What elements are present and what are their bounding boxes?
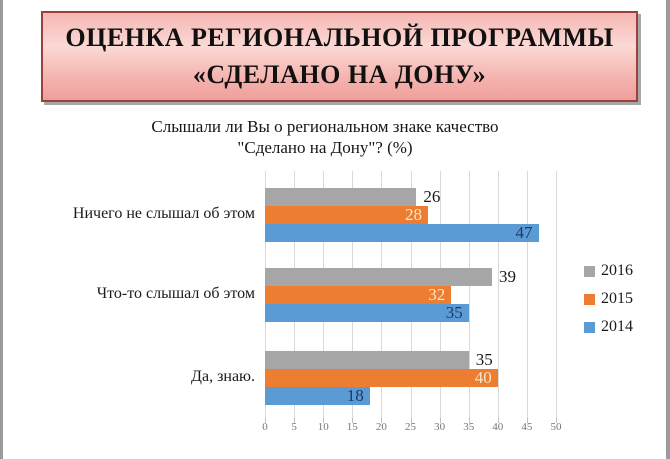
title-banner-line1: ОЦЕНКА РЕГИОНАЛЬНОЙ ПРОГРАММЫ [65,22,614,52]
bar-2014-cat1 [265,304,469,322]
title-banner-line2: «СДЕЛАНО НА ДОНУ» [192,59,487,89]
bar-value-2014-cat1: 35 [445,303,463,322]
bar-2016-cat2 [265,351,469,369]
title-banner: ОЦЕНКА РЕГИОНАЛЬНОЙ ПРОГРАММЫ «СДЕЛАНО Н… [41,11,638,102]
gridline-50 [556,171,557,418]
x-tick-label-10: 10 [317,421,329,433]
axis-tick-20 [381,418,383,423]
gridline-40 [497,171,499,418]
axis-tick-10 [323,418,325,423]
bar-2016-cat0 [265,188,417,206]
axis-tick-25 [410,418,412,423]
bar-value-2016-cat0: 26 [423,187,441,206]
legend-label-2015: 2015 [601,290,633,307]
axis-tick-15 [352,418,354,423]
legend: 2016 2015 2014 [584,257,633,341]
axis-tick-50 [556,418,557,423]
x-tick-label-15: 15 [346,421,358,433]
x-tick-label-35: 35 [463,421,475,433]
axis-tick-45 [526,418,528,423]
legend-swatch-2014 [584,321,595,333]
legend-item-2014: 2014 [584,313,633,341]
gridline-45 [526,171,528,418]
category-label-0: Ничего не слышал об этом [72,205,255,222]
bar-2014-cat0 [265,224,539,242]
chart-title: Слышали ли Вы о региональном знаке качес… [65,116,585,159]
bar-value-2015-cat1: 32 [428,285,446,304]
axis-tick-35 [468,418,470,423]
bar-value-2014-cat2: 18 [346,386,364,405]
category-label-2: Да, знаю. [191,368,255,385]
bar-value-2014-cat0: 47 [515,223,533,242]
legend-swatch-2016 [584,265,595,277]
x-tick-label-25: 25 [405,421,416,433]
x-tick-label-50: 50 [550,421,562,433]
bar-value-2015-cat2: 40 [474,368,492,387]
chart-title-line2: "Сделано на Дону"? (%) [237,138,413,158]
axis-tick-0 [265,418,266,423]
gridline-35 [468,171,470,418]
x-tick-label-0: 0 [262,421,268,433]
bar-2015-cat1 [265,286,452,304]
x-tick-label-30: 30 [434,421,446,433]
bar-2016-cat1 [265,268,492,286]
legend-swatch-2015 [584,293,595,305]
bar-2015-cat2 [265,369,498,387]
x-tick-label-40: 40 [492,421,504,433]
x-tick-label-45: 45 [521,421,533,433]
chart-title-line1: Слышали ли Вы о региональном знаке качес… [151,117,499,136]
x-tick-label-5: 5 [291,421,297,433]
legend-label-2014: 2014 [601,318,633,335]
bar-2015-cat0 [265,206,428,224]
legend-item-2015: 2015 [584,285,633,313]
legend-label-2016: 2016 [601,262,633,279]
bar-value-2016-cat1: 39 [498,267,516,286]
category-label-1: Что-то слышал об этом [96,285,255,302]
x-tick-label-20: 20 [375,421,387,433]
bar-value-2016-cat2: 35 [475,350,493,369]
bar-2014-cat2 [265,387,370,405]
axis-tick-40 [497,418,499,423]
axis-tick-5 [294,418,296,423]
axis-tick-30 [439,418,441,423]
bar-value-2015-cat0: 28 [404,205,422,224]
legend-item-2016: 2016 [584,257,633,285]
